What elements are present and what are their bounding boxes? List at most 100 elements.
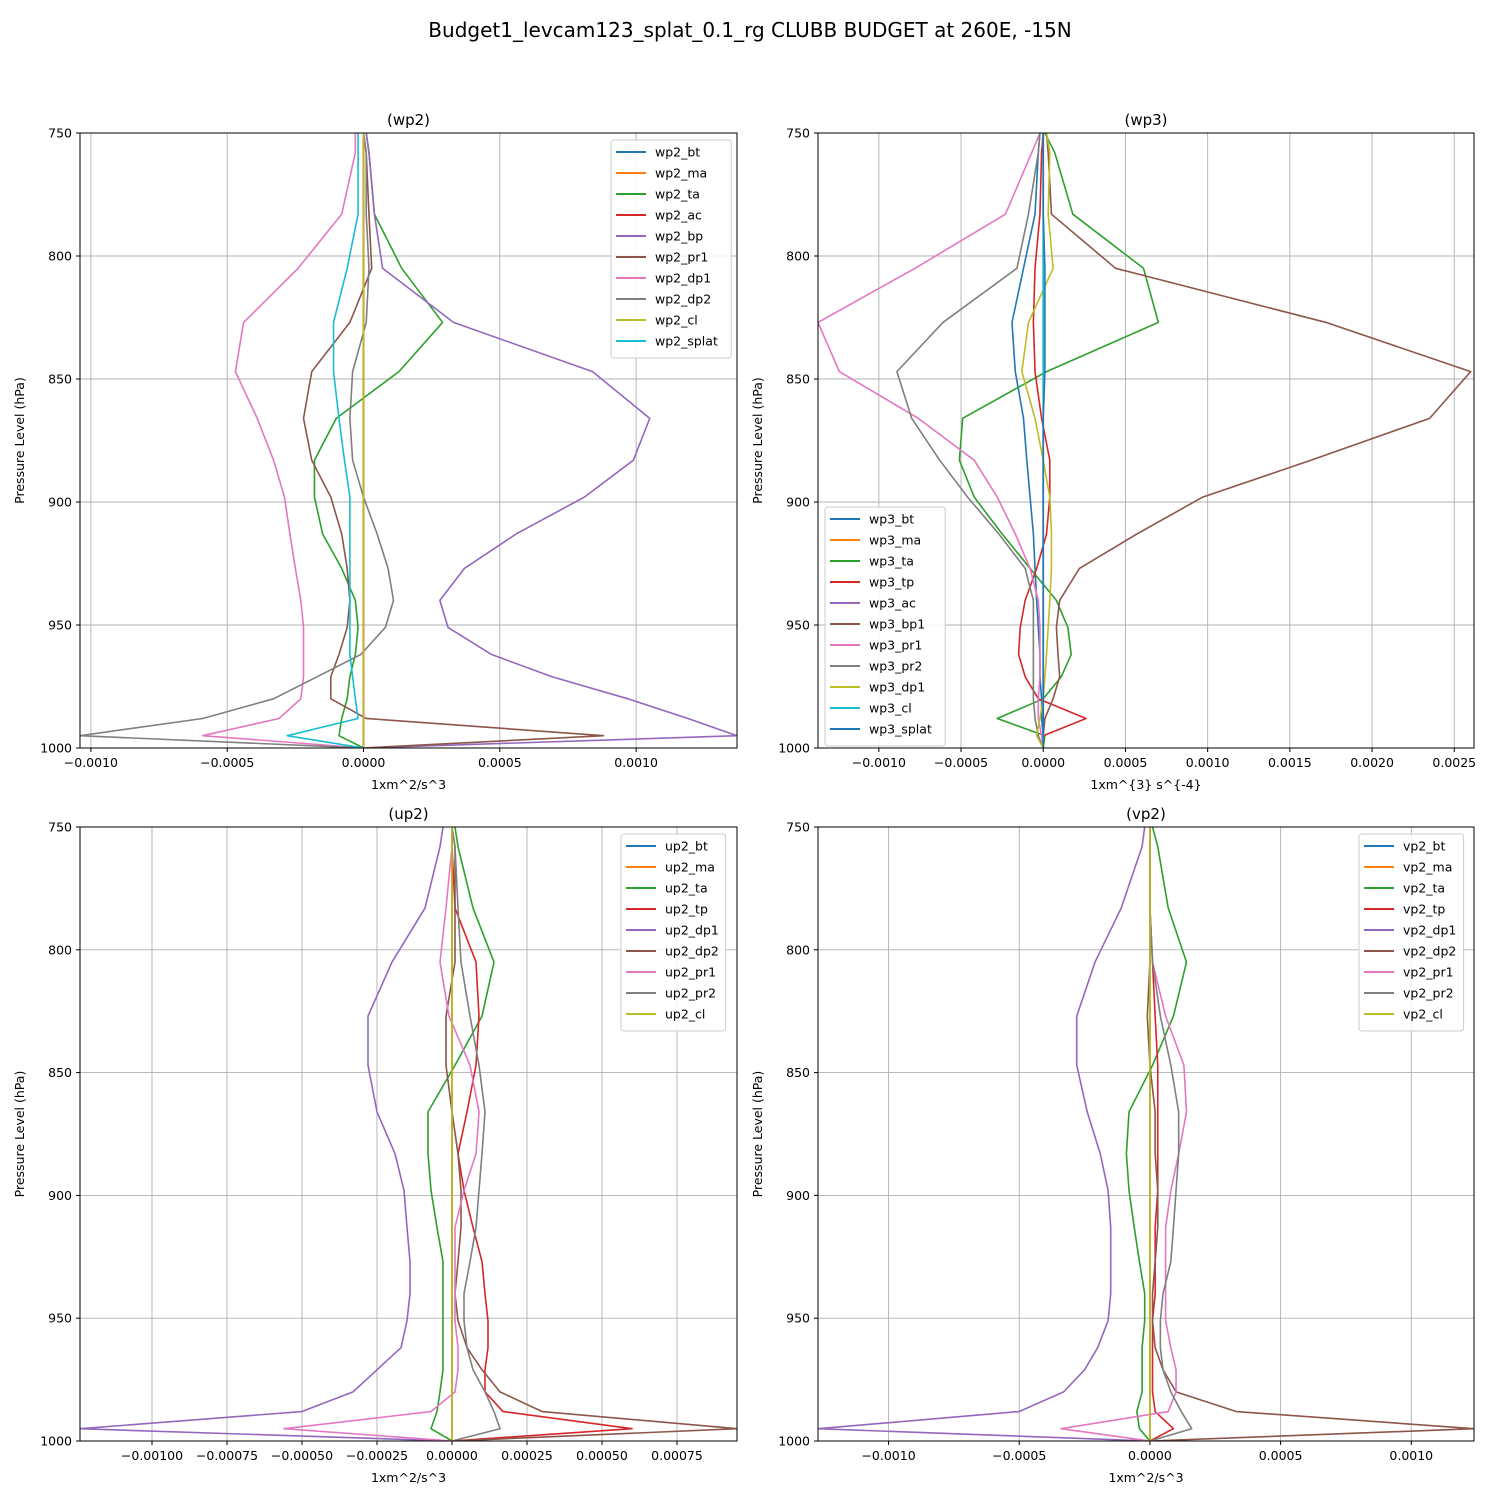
y-tick-label: 950 — [786, 1311, 810, 1326]
legend-label: wp3_ma — [869, 533, 921, 548]
series-line-wp2_pr1 — [302, 133, 605, 748]
legend-label: vp2_bt — [1403, 839, 1445, 854]
x-axis-label: 1xm^2/s^3 — [371, 1470, 446, 1485]
legend-label: vp2_pr1 — [1403, 965, 1454, 980]
x-tick-label: 0.0005 — [478, 755, 522, 770]
legend-label: vp2_ma — [1403, 860, 1452, 875]
y-tick-label: 850 — [786, 1065, 810, 1080]
y-tick-label: 800 — [786, 249, 810, 264]
legend: wp3_bt wp3_ma wp3_ta wp3_tp wp3_ac wp3_bp1 wp3… — [824, 506, 946, 747]
y-tick-label: 750 — [786, 126, 810, 141]
series-lines — [818, 827, 1474, 1441]
chart-title: (wp2) — [387, 111, 430, 129]
y-tick-label: 1000 — [778, 1434, 810, 1449]
series-line-vp2_pr1 — [1060, 827, 1188, 1441]
x-tick-label: 0.0005 — [1104, 755, 1148, 770]
chart-panel-2: −0.0010 −0.0005 0.0000 0.0005 0.0010 0.0015 0.… — [750, 111, 1476, 792]
series-line-up2_pr2 — [451, 827, 501, 1441]
x-tick-label: −0.0005 — [200, 755, 254, 770]
x-tick-label: 0.0010 — [1186, 755, 1230, 770]
legend-label: up2_dp1 — [665, 923, 719, 938]
series-line-wp2_dp2 — [80, 133, 395, 748]
x-tick-label: 0.0025 — [1432, 755, 1476, 770]
y-tick-label: 900 — [48, 495, 72, 510]
x-tick-label: −0.00100 — [121, 1448, 183, 1463]
x-axis-label: 1xm^{3} s^{-4} — [1090, 777, 1201, 792]
legend-label: vp2_cl — [1403, 1007, 1443, 1022]
series-line-wp2_bp — [363, 133, 737, 748]
x-tick-label: 0.00025 — [501, 1448, 553, 1463]
legend-label: vp2_dp2 — [1403, 944, 1456, 959]
series-lines — [80, 133, 737, 748]
series-line-wp3_pr1 — [818, 133, 1045, 748]
y-tick-label: 900 — [48, 1188, 72, 1203]
y-tick-label: 800 — [786, 942, 810, 957]
chart-title: (up2) — [388, 805, 428, 823]
series-line-up2_tp — [451, 827, 633, 1441]
x-tick-label: −0.0010 — [861, 1448, 915, 1463]
x-tick-label: 0.0005 — [1259, 1448, 1303, 1463]
legend-label: up2_dp2 — [665, 944, 719, 959]
x-axis-label: 1xm^2/s^3 — [1108, 1470, 1183, 1485]
legend-label: vp2_ta — [1403, 881, 1445, 896]
series-line-vp2_ta — [1125, 827, 1188, 1441]
legend-label: wp2_bt — [655, 145, 700, 160]
legend-label: wp2_ma — [655, 166, 707, 181]
legend-label: wp2_bp — [655, 229, 703, 244]
y-axis-label: Pressure Level (hPa) — [750, 377, 765, 504]
x-tick-label: 0.00075 — [651, 1448, 703, 1463]
legend-label: up2_pr2 — [665, 986, 716, 1001]
x-tick-label: 0.0020 — [1350, 755, 1394, 770]
series-lines — [80, 827, 737, 1441]
legend-label: wp3_ac — [869, 596, 916, 611]
legend-label: up2_ma — [665, 860, 715, 875]
y-tick-label: 950 — [48, 1311, 72, 1326]
y-tick-label: 950 — [48, 618, 72, 633]
x-tick-label: 0.0010 — [614, 755, 658, 770]
y-tick-label: 950 — [786, 618, 810, 633]
legend-label: up2_tp — [665, 902, 708, 917]
legend-label: vp2_tp — [1403, 902, 1445, 917]
x-tick-label: 0.0010 — [1389, 1448, 1433, 1463]
legend-label: wp3_dp1 — [869, 680, 925, 695]
y-tick-label: 1000 — [40, 741, 72, 756]
x-tick-label: −0.00050 — [271, 1448, 333, 1463]
legend-label: wp3_ta — [869, 554, 914, 569]
y-tick-label: 850 — [48, 1065, 72, 1080]
x-tick-label: −0.0010 — [64, 755, 118, 770]
axes-frame — [79, 132, 738, 749]
y-tick-label: 750 — [786, 820, 810, 835]
legend-label: wp2_splat — [655, 334, 718, 349]
y-tick-label: 1000 — [778, 741, 810, 756]
x-tick-label: −0.0005 — [992, 1448, 1046, 1463]
axes-frame — [817, 132, 1475, 749]
x-tick-label: −0.00075 — [196, 1448, 258, 1463]
legend-label: wp2_dp2 — [655, 292, 711, 307]
legend: up2_bt up2_ma up2_ta up2_tp up2_dp1 up2_dp2up… — [620, 833, 727, 1032]
chart-panel-3: −0.00100 −0.00075 −0.00050 −0.00025 0.00000 0… — [12, 805, 738, 1485]
x-tick-label: −0.0010 — [852, 755, 906, 770]
y-tick-label: 900 — [786, 495, 810, 510]
x-tick-label: 0.0000 — [1128, 1448, 1172, 1463]
series-line-vp2_dp1 — [818, 827, 1150, 1441]
x-tick-label: 0.00050 — [576, 1448, 628, 1463]
chart-title: (vp2) — [1126, 805, 1166, 823]
x-tick-label: 0.00000 — [426, 1448, 478, 1463]
legend: vp2_bt vp2_ma vp2_ta vp2_tp vp2_dp1 vp2_dp2vp… — [1358, 833, 1465, 1032]
chart-panel-4: −0.0010 −0.0005 0.0000 0.0005 0.0010 750 800 85… — [750, 805, 1475, 1485]
series-line-up2_pr1 — [283, 827, 480, 1441]
chart-panel-1: −0.0010 −0.0005 0.0000 0.0005 0.0010 750 800 85… — [12, 111, 738, 792]
x-tick-label: 0.0015 — [1268, 755, 1312, 770]
chart-title: (wp3) — [1124, 111, 1167, 129]
y-tick-label: 800 — [48, 249, 72, 264]
x-tick-label: −0.0005 — [934, 755, 988, 770]
series-line-wp2_ta — [313, 133, 444, 748]
y-tick-label: 850 — [48, 372, 72, 387]
legend-label: wp3_splat — [869, 722, 932, 737]
axes-frame — [79, 826, 738, 1442]
series-line-up2_ta — [427, 827, 495, 1441]
series-line-vp2_tp — [1149, 827, 1175, 1441]
x-axis-label: 1xm^2/s^3 — [371, 777, 446, 792]
figure-title: Budget1_levcam123_splat_0.1_rg CLUBB BUD… — [428, 18, 1071, 42]
legend-label: wp2_ac — [655, 208, 702, 223]
